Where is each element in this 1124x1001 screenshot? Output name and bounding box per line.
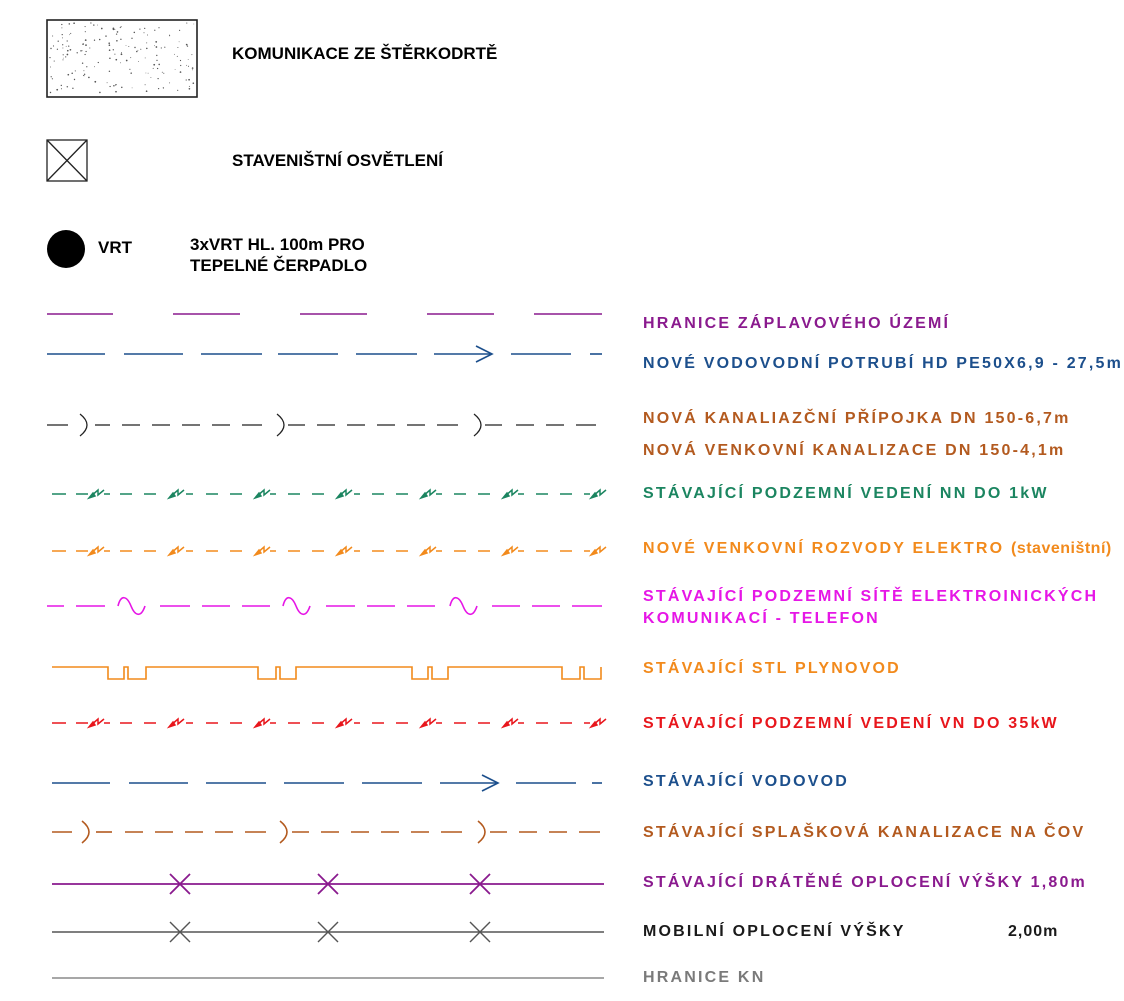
line-hv-cable <box>52 717 607 729</box>
borehole-icon <box>47 230 85 268</box>
label-new-electro-main: NOVÉ VENKOVNÍ ROZVODY ELEKTRO <box>643 540 1005 557</box>
line-mobile-fence <box>52 921 604 943</box>
borehole-symbol-label: VRT <box>98 238 132 257</box>
line-lv-cable <box>52 488 607 500</box>
label-water-main: STÁVAJÍCÍ VODOVOD <box>643 773 850 790</box>
line-telecom <box>47 596 602 616</box>
label-mobile-fence: MOBILNÍ OPLOCENÍ VÝŠKY <box>643 923 906 940</box>
label-new-electro-suffix: (staveništní) <box>1010 540 1112 557</box>
label-sewer: STÁVAJÍCÍ SPLAŠKOVÁ KANALIZACE NA ČOV <box>643 824 1086 841</box>
line-new-sewer-connection <box>47 413 596 437</box>
label-new-water: NOVÉ VODOVODNÍ POTRUBÍ HD PE50X6,9 - 27,… <box>643 355 1124 372</box>
gravel-road-label: KOMUNIKACE ZE ŠTĚRKODRTĚ <box>232 44 498 63</box>
label-gas: STÁVAJÍCÍ STL PLYNOVOD <box>643 660 901 677</box>
label-telecom-line1: STÁVAJÍCÍ PODZEMNÍ SÍTĚ ELEKTROINICKÝCH <box>643 588 1099 605</box>
label-floodplain: HRANICE ZÁPLAVOVÉHO ÚZEMÍ <box>643 315 951 332</box>
borehole-desc-line1: 3xVRT HL. 100m PRO <box>190 235 365 254</box>
gravel-road-symbol <box>46 19 198 98</box>
site-lighting-label: STAVENIŠTNÍ OSVĚTLENÍ <box>232 151 443 170</box>
borehole-description: 3xVRT HL. 100m PRO TEPELNÉ ČERPADLO <box>190 234 367 276</box>
label-new-outdoor-sewer: NOVÁ VENKOVNÍ KANALIZACE DN 150-4,1m <box>643 442 1066 459</box>
label-telecom-line2: KOMUNIKACÍ - TELEFON <box>643 610 880 627</box>
label-cadastre: HRANICE KN <box>643 969 766 986</box>
line-wire-fence <box>52 873 604 895</box>
line-new-electro <box>52 545 607 557</box>
label-telecom: STÁVAJÍCÍ PODZEMNÍ SÍTĚ ELEKTROINICKÝCH … <box>643 586 1098 630</box>
borehole-desc-line2: TEPELNÉ ČERPADLO <box>190 256 368 275</box>
line-sewer <box>52 820 600 844</box>
line-gas <box>52 666 602 680</box>
label-wire-fence: STÁVAJÍCÍ DRÁTĚNÉ OPLOCENÍ VÝŠKY 1,80m <box>643 874 1087 891</box>
label-new-sewer-connection: NOVÁ KANALIAZČNÍ PŘÍPOJKA DN 150-6,7m <box>643 410 1071 427</box>
label-hv-cable: STÁVAJÍCÍ PODZEMNÍ VEDENÍ VN DO 35kW <box>643 715 1059 732</box>
line-water-main <box>52 774 602 792</box>
line-new-water <box>47 345 602 363</box>
label-lv-cable: STÁVAJÍCÍ PODZEMNÍ VEDENÍ NN DO 1kW <box>643 485 1049 502</box>
label-new-electro: NOVÉ VENKOVNÍ ROZVODY ELEKTRO (staveništ… <box>643 539 1112 559</box>
site-lighting-icon <box>46 139 88 182</box>
label-mobile-fence-height: 2,00m <box>1008 923 1059 940</box>
